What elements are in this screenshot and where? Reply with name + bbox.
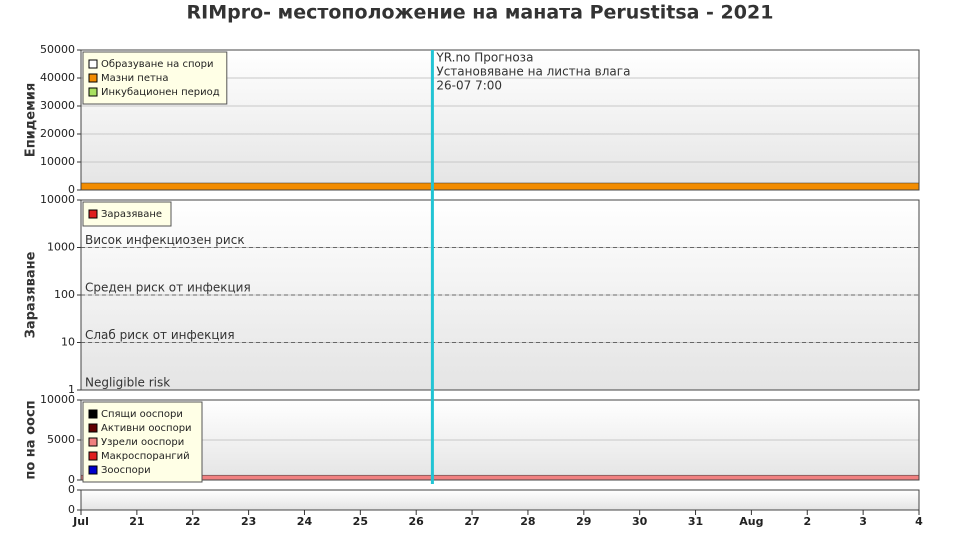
x-tick-label: 30 — [632, 515, 648, 528]
legend-box — [82, 51, 228, 105]
y-tick-label: 1000 — [47, 241, 75, 254]
legend-box — [82, 201, 172, 227]
x-tick-label: 4 — [915, 515, 923, 528]
x-tick-label: 27 — [464, 515, 479, 528]
legend-label: Мазни петна — [101, 73, 168, 84]
legend: Образуване на спори Мазни петна Инкубацион… — [82, 51, 228, 105]
legend-swatch — [88, 209, 98, 219]
y-tick-label: 5000 — [47, 433, 75, 446]
legend-swatch — [88, 465, 98, 475]
y-axis-title: Епидемия — [24, 83, 39, 157]
x-tick-label: 24 — [297, 515, 313, 528]
legend-label: Активни ооспори — [101, 423, 192, 434]
y-tick-label: 10000 — [40, 155, 75, 168]
y-tick-label: 100 — [54, 288, 75, 301]
legend-swatch — [88, 451, 98, 461]
threshold-label: Среден риск от инфекция — [85, 281, 251, 295]
legend-label: Узрели ооспори — [101, 437, 184, 448]
plot-frame — [80, 199, 920, 391]
legend-swatch — [88, 59, 98, 69]
threshold-label: Слаб риск от инфекция — [85, 328, 235, 342]
y-axis-title: Заразяване — [24, 251, 39, 338]
x-tick-label: 23 — [241, 515, 256, 528]
legend: Заразяване — [82, 201, 172, 227]
y-tick-label: 0 — [68, 483, 75, 496]
series-area — [80, 182, 920, 191]
x-tick-label: 3 — [859, 515, 867, 528]
x-tick-label: 31 — [688, 515, 703, 528]
marker-label: YR.no Прогноза — [435, 51, 533, 65]
threshold-label: Negligible risk — [85, 376, 170, 390]
y-tick-label: 50000 — [40, 43, 75, 56]
plot-frame — [80, 49, 920, 191]
y-tick-label: 10000 — [40, 393, 75, 406]
x-tick-label: 22 — [185, 515, 200, 528]
x-tick-label: 21 — [129, 515, 144, 528]
y-tick-label: 20000 — [40, 127, 75, 140]
x-tick-label: 25 — [353, 515, 368, 528]
legend-label: Заразяване — [101, 209, 162, 220]
legend-box — [82, 401, 203, 483]
x-tick-label: 26 — [409, 515, 425, 528]
chart-title: RIMpro- местоположение на маната Perusti… — [187, 2, 774, 24]
legend-label: Образуване на спори — [101, 59, 214, 70]
y-tick-label: 30000 — [40, 99, 75, 112]
legend-swatch — [88, 73, 98, 83]
legend: Спящи ооспори Активни ооспори Узрели ооспо… — [82, 401, 203, 483]
x-tick-label: 28 — [520, 515, 535, 528]
x-tick-label: 2 — [803, 515, 811, 528]
x-tick-label: Aug — [739, 515, 763, 528]
legend-swatch — [88, 87, 98, 97]
threshold-label: Висок инфекциозен риск — [85, 233, 245, 247]
legend-swatch — [88, 437, 98, 447]
y-tick-label: 0 — [68, 183, 75, 196]
marker-label: Установяване на листна влага — [436, 65, 630, 79]
x-tick-label: Jul — [72, 515, 89, 528]
legend-swatch — [88, 423, 98, 433]
y-tick-label: 1 — [68, 383, 75, 396]
y-tick-label: 40000 — [40, 71, 75, 84]
legend-label: Инкубационен период — [101, 87, 220, 98]
legend-label: Спящи ооспори — [101, 409, 183, 420]
legend-label: Зооспори — [101, 465, 151, 476]
y-axis-title: по на оосп — [24, 400, 39, 479]
series-area — [80, 474, 920, 481]
y-tick-label: 0 — [68, 473, 75, 486]
y-tick-label: 10 — [61, 336, 75, 349]
y-tick-label: 10000 — [40, 193, 75, 206]
x-tick-label: 29 — [576, 515, 591, 528]
plot-frame — [80, 489, 920, 511]
y-tick-label: 0 — [68, 503, 75, 516]
plot-background — [81, 490, 919, 510]
legend-label: Макроспорангий — [101, 451, 190, 462]
marker-label: 26-07 7:00 — [436, 79, 502, 93]
plot-frame — [80, 399, 920, 481]
legend-swatch — [88, 409, 98, 419]
